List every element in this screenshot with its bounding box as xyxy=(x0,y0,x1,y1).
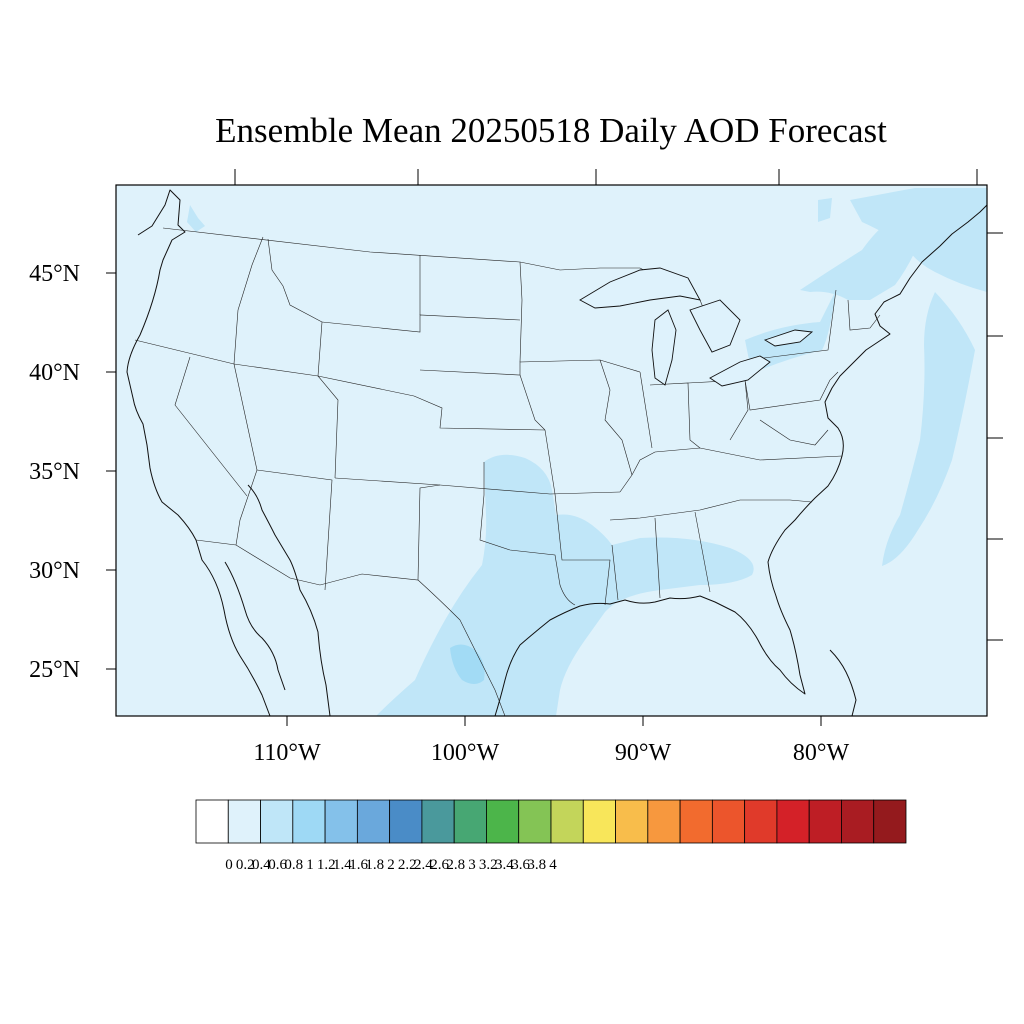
aod-0.4-0.6-region-texas xyxy=(450,644,485,684)
colorbar-label: 1.8 xyxy=(365,857,384,873)
colorbar-label: 0.2 xyxy=(236,857,255,873)
colorbar-swatch xyxy=(518,799,552,844)
colorbar-label: 1 xyxy=(306,857,314,873)
lon-label: 100°W xyxy=(431,740,500,766)
colorbar-swatch xyxy=(227,799,261,844)
map-panel xyxy=(116,185,987,716)
lat-label: 35°N xyxy=(29,459,80,485)
lon-label: 80°W xyxy=(793,740,850,766)
map-ticks xyxy=(106,169,1003,726)
colorbar-label: 1.2 xyxy=(317,857,336,873)
colorbar-swatch xyxy=(711,799,746,844)
colorbar-label: 2.8 xyxy=(446,857,465,873)
colorbar-swatch xyxy=(841,799,875,844)
aod-region-northwest xyxy=(187,205,205,232)
colorbar-label: 4 xyxy=(549,857,557,873)
lat-label: 45°N xyxy=(29,261,80,287)
colorbar-label: 3 xyxy=(468,857,476,873)
colorbar-swatch xyxy=(873,799,907,844)
colorbar-swatch xyxy=(421,799,455,844)
colorbar-swatch xyxy=(808,799,842,844)
map-frame xyxy=(115,184,988,717)
colorbar-swatch xyxy=(389,799,423,844)
lat-label: 30°N xyxy=(29,558,80,584)
colorbar-label: 2.2 xyxy=(398,857,417,873)
colorbar-swatch xyxy=(615,799,649,844)
colorbar-swatch xyxy=(486,799,520,844)
lat-label: 25°N xyxy=(29,657,80,683)
colorbar-swatch xyxy=(744,799,778,844)
colorbar-label: 1.4 xyxy=(333,857,352,873)
colorbar-label: 0.8 xyxy=(284,857,303,873)
latitude-labels: 45°N 40°N 35°N 30°N 25°N xyxy=(29,261,80,683)
colorbar-label: 2.4 xyxy=(414,857,433,873)
colorbar-label: 1.6 xyxy=(349,857,368,873)
colorbar-swatch xyxy=(260,799,294,844)
colorbar-swatch xyxy=(195,799,229,844)
aod-region-great-lakes xyxy=(745,290,836,370)
colorbar-swatch xyxy=(356,799,391,844)
colorbar-label: 0.4 xyxy=(252,857,271,873)
aod-region-quebec xyxy=(818,198,832,222)
colorbar-swatch xyxy=(776,799,810,844)
great-lakes xyxy=(579,267,814,387)
colorbar-label: 3.8 xyxy=(527,857,546,873)
colorbar-swatch xyxy=(550,799,584,844)
colorbar-label: 2.6 xyxy=(430,857,449,873)
colorbar-swatch xyxy=(679,799,713,844)
lat-label: 40°N xyxy=(29,360,80,386)
colorbar-swatch xyxy=(647,799,681,844)
colorbar-label: 3.4 xyxy=(495,857,514,873)
longitude-labels: 110°W 100°W 90°W 80°W xyxy=(253,740,849,766)
colorbar: 0 0.20.40.60.8 1 1.21.41.61.8 2 2.22.42.62.8 3… xyxy=(195,799,907,873)
colorbar-swatch xyxy=(582,799,616,844)
colorbar-label: 2 xyxy=(387,857,395,873)
colorbar-swatch xyxy=(292,799,326,844)
colorbar-swatch xyxy=(453,799,487,844)
colorbar-label: 3.2 xyxy=(479,857,498,873)
colorbar-label: 3.6 xyxy=(511,857,530,873)
colorbar-label: 0 xyxy=(225,857,233,873)
state-borders xyxy=(134,227,881,716)
aod-region-atlantic xyxy=(882,292,975,566)
colorbar-label: 0.6 xyxy=(268,857,287,873)
colorbar-swatch xyxy=(324,799,358,844)
lon-label: 110°W xyxy=(253,740,321,766)
coastlines xyxy=(126,189,987,716)
map-title: Ensemble Mean 20250518 Daily AOD Forecas… xyxy=(215,111,887,150)
aod-region-canada-east xyxy=(850,188,987,292)
lon-label: 90°W xyxy=(615,740,672,766)
